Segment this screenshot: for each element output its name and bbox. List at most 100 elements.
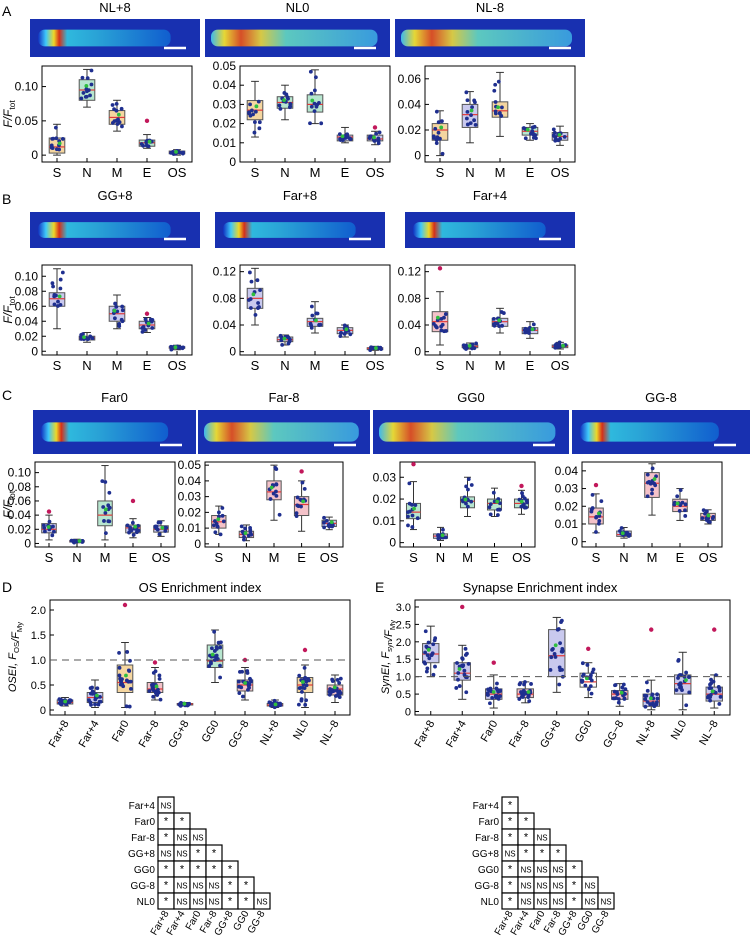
matrix-cell-value: NS: [208, 882, 219, 891]
data-point: [473, 122, 478, 127]
data-point: [158, 697, 163, 702]
matrix-cell-value: *: [180, 864, 185, 876]
x-tick-label: E: [129, 550, 138, 565]
data-point: [439, 316, 444, 321]
data-point: [675, 494, 680, 499]
mean-point: [269, 485, 274, 490]
data-point: [652, 704, 657, 709]
matrix-cell-value: NS: [536, 866, 547, 875]
data-point: [714, 673, 718, 678]
x-tick-label: M: [112, 165, 123, 180]
data-point: [120, 304, 125, 309]
data-point: [274, 489, 278, 494]
data-point: [308, 121, 312, 126]
data-point: [144, 143, 149, 148]
data-point: [717, 702, 722, 706]
micrograph: [405, 212, 575, 248]
x-tick-label: Far+4: [77, 719, 102, 750]
data-point: [683, 508, 687, 513]
x-tick-label: S: [251, 165, 260, 180]
panel-title: NL+8: [99, 0, 130, 15]
matrix-row-label: Far+4: [129, 801, 156, 812]
data-point: [213, 530, 218, 535]
data-point: [491, 316, 496, 321]
panel-title: Synapse Enrichment index: [463, 580, 618, 595]
data-point: [267, 700, 272, 705]
matrix-cell-value: *: [164, 880, 169, 892]
box-plot: 00.010.020.030.040.05S N M E OS: [213, 59, 391, 180]
data-point: [157, 676, 162, 681]
data-point: [309, 91, 314, 96]
y-tick-label: 0.10: [8, 466, 32, 480]
y-tick-label: 0: [194, 537, 201, 551]
data-point: [58, 277, 63, 282]
y-tick-label: 0.08: [8, 480, 32, 494]
data-point: [436, 120, 441, 125]
data-point: [469, 113, 473, 118]
matrix-cell-value: NS: [504, 850, 515, 859]
data-point: [256, 301, 260, 305]
data-point: [103, 480, 108, 484]
matrix-cell-value: *: [508, 800, 513, 812]
x-tick-label: NL+8: [258, 719, 282, 748]
y-tick-label: 0.06: [15, 299, 39, 313]
data-point: [611, 696, 616, 701]
data-point: [257, 126, 262, 131]
data-point: [249, 279, 254, 284]
data-point: [464, 484, 469, 489]
x-tick-label: Far0: [479, 719, 501, 745]
box-plot: 0 0.04 0.08 0.12 S N M E OS: [213, 264, 391, 373]
data-point: [530, 129, 535, 133]
mean-point: [63, 699, 68, 704]
mean-point: [496, 105, 500, 110]
matrix-cell-value: NS: [192, 882, 203, 891]
data-point: [549, 655, 554, 660]
data-point: [407, 501, 412, 506]
matrix-cell: [253, 892, 271, 910]
data-point: [307, 678, 311, 683]
data-point: [93, 702, 97, 707]
data-point: [617, 529, 622, 533]
data-point: [410, 513, 415, 518]
data-point: [440, 119, 444, 124]
data-point: [81, 91, 86, 95]
data-point: [53, 125, 58, 130]
y-axis-label: F/Ftot: [1, 296, 17, 324]
x-tick-label: M: [269, 550, 280, 565]
data-point: [623, 692, 627, 696]
data-point: [708, 682, 712, 687]
data-point: [436, 130, 441, 135]
data-point: [677, 509, 682, 513]
significance-matrix: Far+4 NS Far0 * * Far-8 * NS NS GG+8 NS NS * * GG0 * * * *…: [128, 796, 271, 938]
y-tick-label: 0.08: [213, 291, 237, 305]
data-point: [560, 649, 565, 654]
mean-point: [46, 525, 51, 529]
data-point: [157, 673, 162, 678]
data-point: [557, 682, 562, 687]
data-point: [58, 303, 63, 307]
data-point: [376, 136, 381, 141]
data-point: [304, 683, 309, 688]
x-tick-label: OS: [152, 550, 171, 565]
data-point: [465, 675, 469, 680]
data-point: [708, 520, 712, 524]
data-point: [621, 682, 626, 687]
x-tick-label: NL0: [669, 719, 689, 742]
data-point: [125, 650, 130, 654]
data-point: [277, 512, 282, 517]
data-point: [495, 681, 499, 686]
panel-letter: A: [2, 3, 12, 19]
data-point: [114, 108, 119, 113]
box-plot: 00.010.020.030.040.05S N M E OS: [178, 458, 344, 565]
significance-matrix: Far+4 * Far0 * * Far-8 * * NS GG+8 NS * * * GG0 * NS NS NS…: [472, 796, 615, 938]
y-tick-label: 1.5: [31, 630, 46, 642]
box-plot: 00.020.040.060.080.10 S N M E OS: [8, 461, 176, 565]
data-point: [209, 646, 214, 651]
y-tick-label: 0.01: [178, 521, 202, 535]
data-point: [248, 530, 253, 535]
data-point: [522, 505, 527, 510]
data-point: [443, 312, 448, 316]
data-point: [678, 488, 683, 493]
data-point: [553, 135, 558, 139]
data-point: [655, 696, 660, 701]
